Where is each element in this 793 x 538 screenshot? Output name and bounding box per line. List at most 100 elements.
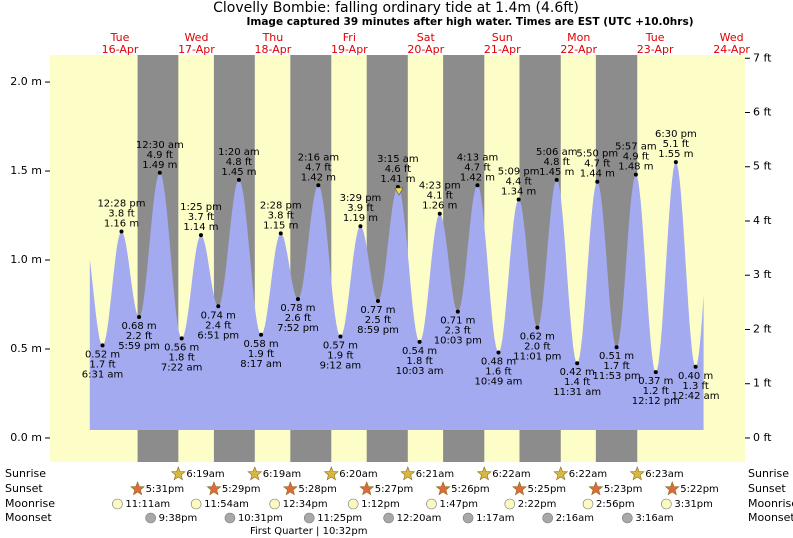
moonrise-time: 1:47pm (439, 499, 478, 510)
extreme-label: 4.9 ft (623, 152, 649, 163)
moonrise-icon (190, 498, 202, 510)
extreme-label: 1.45 m (539, 167, 574, 178)
extreme-label: 10:03 pm (434, 336, 482, 347)
extreme-label: 3.9 ft (347, 203, 373, 214)
extreme-point (375, 298, 380, 303)
extreme-label: 5:57 am (615, 142, 657, 153)
extreme-label: 1.8 ft (406, 356, 432, 367)
extreme-label: 2.0 ft (524, 342, 550, 353)
sun-icon (282, 481, 298, 496)
extreme-label: 0.42 m (560, 367, 595, 378)
sun-icon (588, 481, 604, 496)
sunrise-time: 6:19am (186, 469, 224, 480)
extreme-label: 5.1 ft (663, 139, 689, 150)
moonrise-time: 3:31pm (674, 499, 713, 510)
current-marker (394, 187, 404, 196)
extreme-label: 7:52 pm (277, 323, 319, 334)
extreme-label: 2.4 ft (205, 320, 231, 331)
extreme-point (475, 183, 480, 188)
sun-icon (359, 481, 375, 496)
extreme-label: 2:28 pm (260, 200, 302, 211)
day-name: Mon (567, 31, 590, 44)
extreme-label: 5:59 pm (118, 341, 160, 352)
extreme-point (455, 309, 460, 314)
extreme-point (179, 336, 184, 341)
extreme-label: 0.51 m (599, 351, 634, 362)
extreme-label: 0.74 m (201, 310, 236, 321)
extreme-label: 1.7 ft (89, 359, 115, 370)
extreme-label: 5:50 pm (576, 149, 618, 160)
extreme-point (575, 361, 580, 366)
sun-icon (206, 481, 222, 496)
extreme-label: 0.54 m (402, 346, 437, 357)
extreme-label: 1.41 m (380, 174, 415, 185)
extreme-point (295, 297, 300, 302)
y2-tick-label: 6 ft (753, 105, 772, 118)
extreme-label: 2:16 am (298, 152, 340, 163)
moonset-time: 10:31pm (238, 513, 283, 524)
sunrise-time: 6:22am (569, 469, 607, 480)
extreme-label: 6:30 pm (655, 129, 697, 140)
sun-icon (511, 481, 528, 496)
moonrise-time: 12:34pm (283, 499, 328, 510)
extreme-label: 0.56 m (164, 342, 199, 353)
extreme-point (516, 197, 521, 202)
day-date: 21-Apr (484, 43, 521, 56)
sun-icon (553, 466, 569, 481)
extreme-label: 1.42 m (301, 172, 336, 183)
extreme-label: 0.71 m (440, 316, 475, 327)
sun-icon (130, 481, 146, 496)
sunset-time: 5:31pm (146, 484, 185, 495)
extreme-label: 4.9 ft (147, 150, 173, 161)
moonrise-time: 11:54am (204, 499, 249, 510)
day-name: Wed (720, 31, 744, 44)
extreme-point (100, 343, 105, 348)
extreme-label: 1.7 ft (603, 361, 629, 372)
sun-icon (400, 466, 416, 481)
day-name: Fri (343, 31, 356, 44)
row-label: Sunset (5, 482, 43, 495)
moonrise-icon (347, 498, 359, 510)
extreme-label: 4.8 ft (544, 157, 570, 168)
extreme-label: 1:25 pm (180, 202, 222, 213)
extreme-label: 12:12 pm (632, 396, 680, 407)
row-label: Moonset (5, 511, 52, 524)
extreme-label: 1.8 ft (169, 352, 195, 363)
extreme-label: 7:22 am (161, 362, 203, 373)
day-name: Tue (110, 31, 130, 44)
row-label: Sunrise (5, 467, 46, 480)
y2-tick-label: 4 ft (753, 214, 772, 227)
sunset-time: 5:28pm (298, 484, 337, 495)
extreme-label: 11:01 pm (513, 352, 561, 363)
extreme-point (236, 177, 241, 182)
extreme-label: 0.40 m (678, 371, 713, 382)
extreme-label: 4.7 ft (584, 159, 610, 170)
sunset-time: 5:26pm (451, 484, 490, 495)
moonset-time: 11:25pm (317, 513, 362, 524)
sun-icon (170, 466, 186, 481)
extreme-label: 9:12 am (320, 361, 362, 372)
extreme-point (595, 179, 600, 184)
extreme-point (137, 314, 142, 319)
extreme-label: 1.42 m (460, 172, 495, 183)
extreme-label: 1.4 ft (564, 377, 590, 388)
extreme-point (338, 334, 343, 339)
moonset-icon (145, 512, 156, 524)
y-tick-label: 0.0 m (10, 431, 42, 444)
moonrise-icon (112, 498, 123, 510)
moonrise-time: 1:12pm (361, 499, 400, 510)
extreme-label: 4.6 ft (385, 164, 411, 175)
extreme-label: 4:13 am (457, 152, 499, 163)
day-date: 19-Apr (331, 43, 368, 56)
extreme-point (554, 177, 559, 182)
row-label: Moonrise (748, 497, 793, 510)
day-name: Wed (184, 31, 208, 44)
moonset-icon (462, 512, 474, 524)
sun-icon (664, 481, 680, 496)
y2-tick-label: 0 ft (753, 431, 772, 444)
sun-icon (629, 466, 645, 481)
extreme-label: 1.9 ft (248, 349, 274, 360)
extreme-label: 1.26 m (422, 201, 457, 212)
